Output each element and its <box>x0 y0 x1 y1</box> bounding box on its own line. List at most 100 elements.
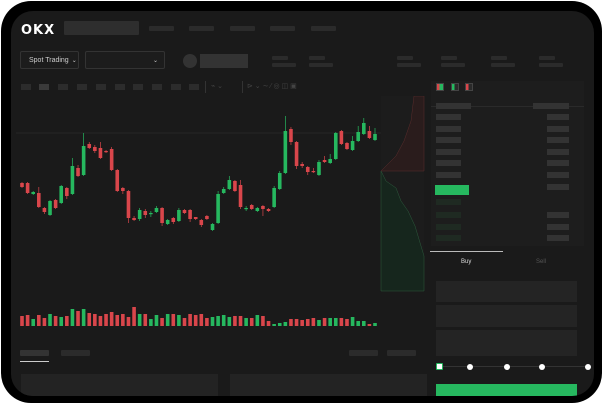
interval-button[interactable] <box>58 84 68 90</box>
bid-size <box>547 224 569 230</box>
volume-bar <box>373 323 377 326</box>
total-input[interactable] <box>436 330 577 356</box>
interval-button[interactable] <box>96 84 106 90</box>
interval-button[interactable] <box>133 84 143 90</box>
interval-button[interactable] <box>39 84 49 90</box>
candle-body <box>221 189 226 193</box>
volume-bar <box>70 309 75 326</box>
candle-body <box>238 185 243 207</box>
volume-bar <box>233 316 237 326</box>
candlestick-chart[interactable] <box>11 96 431 336</box>
volume-bar <box>59 317 64 326</box>
candle-body <box>31 192 36 194</box>
candle-body <box>261 206 265 209</box>
tab-open-orders[interactable] <box>20 350 49 356</box>
candle-body <box>70 166 75 194</box>
candle-body <box>255 208 260 211</box>
amount-input[interactable] <box>436 305 577 327</box>
amount-slider-track[interactable] <box>439 366 589 367</box>
candle-body <box>199 220 204 225</box>
ask-row[interactable] <box>436 160 461 166</box>
volume-bar <box>143 314 148 326</box>
slider-handle[interactable] <box>436 363 443 370</box>
candle-body <box>305 167 310 172</box>
slider-step[interactable] <box>539 364 545 370</box>
price-input[interactable] <box>436 281 577 302</box>
chevron-down-icon: ⌄ <box>152 57 158 64</box>
volume-bar <box>227 317 232 326</box>
volume-bar <box>356 321 360 326</box>
stat-label <box>309 56 325 60</box>
indicator-icon[interactable]: ⌁ ⌄ <box>211 83 224 90</box>
nav-item[interactable] <box>230 26 255 31</box>
chevron-down-icon: ⌄ <box>71 57 77 64</box>
ask-row[interactable] <box>436 149 461 155</box>
tab-sell[interactable]: Sell <box>536 259 547 265</box>
filter-button[interactable] <box>387 350 416 356</box>
volume-bar <box>322 318 327 326</box>
draw-tools-icon[interactable]: ⊳ ⌄ ∼ ⁄ ◎ ◫ ▣ <box>247 83 297 90</box>
volume-bar <box>238 316 243 326</box>
buy-button[interactable] <box>436 384 577 396</box>
interval-button[interactable] <box>152 84 162 90</box>
interval-button[interactable] <box>115 84 125 90</box>
volume-bar <box>104 314 108 326</box>
volume-bar <box>109 312 114 326</box>
interval-button[interactable] <box>189 84 199 90</box>
candle-body <box>244 208 248 210</box>
volume-bar <box>121 314 125 326</box>
tab-underline <box>430 251 503 252</box>
volume-bar <box>48 314 52 326</box>
volume-bar <box>277 323 282 326</box>
bid-row[interactable] <box>436 235 461 241</box>
slider-step[interactable] <box>585 364 591 370</box>
orderbook-asks-icon[interactable] <box>465 83 473 91</box>
ask-size <box>547 149 569 155</box>
stat-label <box>441 56 457 60</box>
orderbook-both-icon[interactable] <box>436 83 444 91</box>
ask-row[interactable] <box>436 137 461 143</box>
candle-body <box>373 134 377 140</box>
pair-dropdown[interactable]: ⌄ <box>85 51 165 69</box>
orderbook-bids-icon[interactable] <box>451 83 459 91</box>
volume-bar <box>283 322 288 326</box>
ask-row[interactable] <box>436 172 461 178</box>
search-bar[interactable] <box>64 21 139 35</box>
nav-item[interactable] <box>189 26 214 31</box>
candle-body <box>356 132 360 141</box>
nav-item[interactable] <box>149 26 174 31</box>
bid-row[interactable] <box>436 199 461 205</box>
nav-item[interactable] <box>270 26 295 31</box>
ask-size <box>547 160 569 166</box>
bid-size <box>547 235 569 241</box>
stat-value <box>491 63 515 67</box>
tab-history[interactable] <box>61 350 90 356</box>
volume-bar <box>294 319 299 326</box>
ask-row[interactable] <box>436 126 461 132</box>
interval-button[interactable] <box>77 84 87 90</box>
nav-item[interactable] <box>311 26 336 31</box>
bid-row[interactable] <box>436 224 461 230</box>
volume-bar <box>87 313 92 326</box>
slider-step[interactable] <box>467 364 473 370</box>
bid-row[interactable] <box>436 212 461 218</box>
interval-button[interactable] <box>21 84 31 90</box>
market-type-dropdown[interactable]: Spot Trading ⌄ <box>20 51 79 69</box>
ask-size <box>547 114 569 120</box>
volume-bar <box>165 314 170 326</box>
interval-button[interactable] <box>171 84 181 90</box>
tab-buy[interactable]: Buy <box>461 259 472 265</box>
volume-bar <box>20 316 24 326</box>
volume-bar <box>216 316 220 326</box>
candle-body <box>87 144 92 148</box>
slider-step[interactable] <box>504 364 510 370</box>
stat-label <box>491 56 507 60</box>
candle-body <box>311 171 316 173</box>
ask-row[interactable] <box>436 114 461 120</box>
candle-body <box>350 141 355 150</box>
market-type-label: Spot Trading <box>29 56 69 64</box>
volume-bar <box>249 318 254 326</box>
filter-button[interactable] <box>349 350 378 356</box>
candle-body <box>182 210 187 213</box>
